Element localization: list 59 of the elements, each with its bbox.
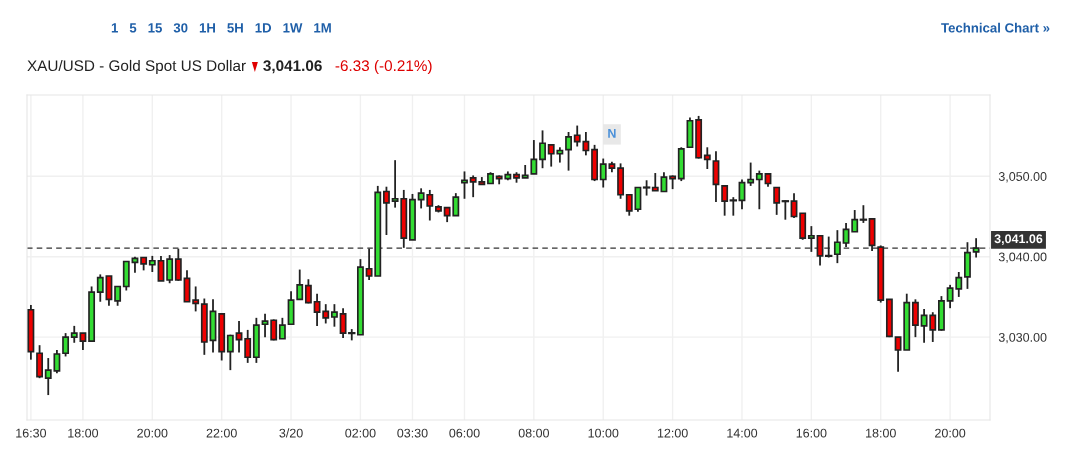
candlestick bbox=[773, 186, 781, 216]
ref-line-label: 3,041.06 bbox=[994, 234, 1043, 245]
x-tick-label: 08:00 bbox=[518, 428, 550, 438]
text: 3,041.06 bbox=[263, 60, 322, 74]
candlestick bbox=[539, 129, 546, 170]
text: -6.33 (-0.21%) bbox=[335, 59, 432, 75]
candlestick bbox=[755, 169, 763, 211]
candlestick bbox=[851, 209, 859, 233]
x-tick-label: 3/20 bbox=[279, 428, 303, 438]
x-tick-label: 02:00 bbox=[345, 428, 376, 438]
candlestick bbox=[721, 184, 729, 217]
x-tick-label: 18:00 bbox=[68, 428, 99, 438]
candlestick bbox=[261, 312, 269, 339]
candlestick bbox=[157, 254, 165, 282]
x-tick-label: 14:00 bbox=[727, 428, 758, 438]
text: 1 5 15 30 1H 5H 1D 1W 1M bbox=[111, 23, 331, 33]
candlestick bbox=[96, 273, 104, 303]
candlestick bbox=[747, 161, 755, 187]
candlestick bbox=[972, 237, 980, 259]
candlestick bbox=[816, 234, 824, 267]
candlestick bbox=[62, 332, 70, 358]
candlestick bbox=[174, 247, 182, 282]
y-tick-label: 3,030.00 bbox=[998, 332, 1047, 344]
candlestick bbox=[461, 170, 468, 200]
x-tick-label: 12:00 bbox=[657, 428, 688, 438]
candlestick bbox=[36, 344, 44, 380]
candlestick bbox=[304, 278, 312, 305]
x-tick-label: 03:30 bbox=[397, 428, 428, 438]
candlestick bbox=[642, 179, 651, 197]
candlestick bbox=[166, 254, 174, 285]
candlestick bbox=[330, 303, 338, 328]
x-tick-label: 06:00 bbox=[449, 428, 480, 438]
x-tick-label: 18:00 bbox=[866, 428, 896, 438]
candlestick bbox=[911, 298, 919, 339]
candlestick bbox=[807, 225, 815, 253]
y-tick-label: 3,040.00 bbox=[998, 252, 1047, 263]
candlestick bbox=[383, 185, 390, 236]
candlestick bbox=[278, 316, 286, 340]
candlestick bbox=[114, 285, 122, 307]
x-tick-label: 20:00 bbox=[137, 428, 168, 438]
candlestick bbox=[833, 229, 841, 265]
candlestick bbox=[192, 285, 200, 313]
x-tick-label: 22:00 bbox=[206, 428, 237, 438]
candlestick bbox=[565, 131, 572, 172]
y-tick-label: 3,050.00 bbox=[998, 172, 1047, 183]
x-tick-label: 16:30 bbox=[16, 428, 47, 438]
candlestick bbox=[235, 320, 243, 354]
chart-title: XAU/USD - Gold Spot US Dollar bbox=[27, 59, 246, 75]
candlestick bbox=[296, 268, 304, 301]
annotation: N bbox=[608, 129, 616, 138]
text: Technical Chart » bbox=[941, 22, 1050, 33]
candlestick bbox=[530, 139, 538, 175]
candlestick bbox=[703, 146, 711, 170]
candlestick bbox=[226, 333, 234, 372]
x-tick-label: 20:00 bbox=[935, 428, 966, 438]
candlestick bbox=[244, 328, 252, 364]
candlestick bbox=[859, 204, 868, 224]
x-tick-label: 10:00 bbox=[588, 428, 619, 438]
x-tick-label: 16:00 bbox=[796, 428, 827, 438]
